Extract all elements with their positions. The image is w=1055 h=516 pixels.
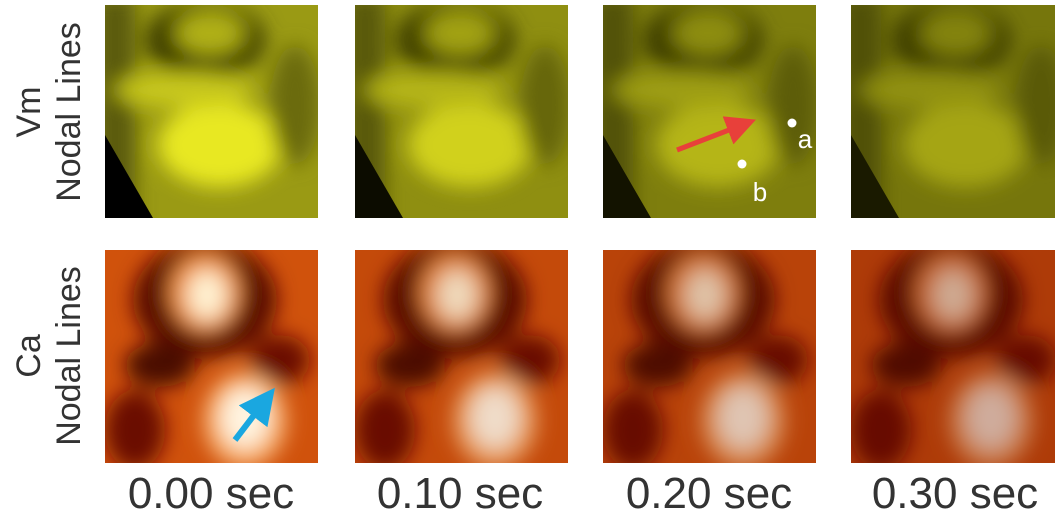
point-b (737, 159, 747, 169)
ca-panel (105, 242, 318, 470)
row-label: Nodal Lines (50, 22, 88, 202)
ca-panel (851, 250, 1055, 463)
point-a (787, 118, 797, 128)
blue-arrow (232, 387, 275, 442)
column-label: 0.10 sec (377, 469, 543, 516)
ca-panel (603, 250, 816, 463)
row-label: Nodal Lines (50, 266, 88, 446)
column-label: 0.00 sec (128, 469, 294, 516)
vm-panel (355, 5, 568, 218)
annotation: a (798, 124, 813, 154)
vm-panel (603, 5, 816, 218)
column-label: 0.30 sec (872, 469, 1038, 516)
column-label: 0.20 sec (626, 469, 792, 516)
red-arrow (676, 116, 757, 153)
annotation: b (753, 177, 767, 207)
row-label: Vm (10, 87, 48, 138)
vm-panel (95, 0, 320, 235)
ca-panel (355, 250, 568, 463)
vm-panel (851, 5, 1055, 218)
row-label: Ca (10, 334, 48, 378)
